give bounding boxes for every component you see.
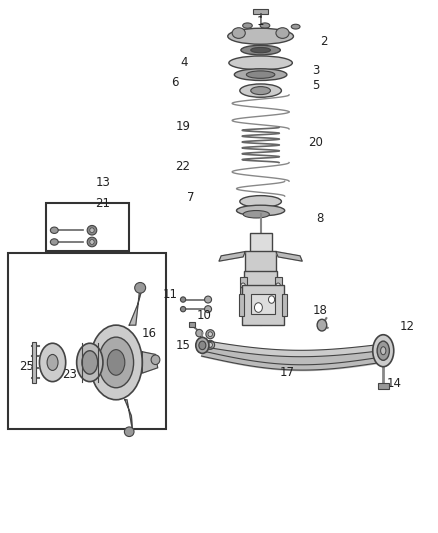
- Bar: [250, 233, 272, 252]
- Text: 7: 7: [187, 191, 194, 204]
- Text: 12: 12: [400, 320, 415, 333]
- Ellipse shape: [232, 28, 245, 38]
- Ellipse shape: [208, 332, 212, 337]
- Bar: [254, 298, 267, 316]
- Ellipse shape: [107, 350, 125, 375]
- Ellipse shape: [240, 196, 281, 207]
- Ellipse shape: [77, 343, 103, 382]
- Bar: [189, 322, 195, 327]
- Ellipse shape: [39, 343, 66, 382]
- Polygon shape: [276, 252, 302, 261]
- Ellipse shape: [82, 351, 98, 374]
- Bar: [32, 342, 36, 383]
- Bar: [275, 277, 282, 294]
- Ellipse shape: [251, 86, 271, 95]
- Ellipse shape: [276, 283, 280, 288]
- Text: 16: 16: [141, 327, 156, 340]
- Ellipse shape: [291, 25, 300, 29]
- Ellipse shape: [99, 337, 134, 388]
- Ellipse shape: [208, 342, 212, 348]
- Bar: [378, 383, 389, 389]
- Ellipse shape: [50, 227, 58, 233]
- Text: 10: 10: [196, 309, 211, 322]
- Text: 17: 17: [279, 366, 294, 378]
- Bar: [239, 294, 244, 316]
- Polygon shape: [129, 285, 142, 325]
- Bar: [282, 294, 287, 316]
- Ellipse shape: [180, 306, 186, 312]
- Ellipse shape: [254, 303, 262, 312]
- Text: 20: 20: [308, 136, 323, 149]
- Text: 14: 14: [387, 377, 402, 390]
- Ellipse shape: [50, 239, 58, 245]
- Text: 2: 2: [320, 35, 328, 48]
- Text: 19: 19: [176, 120, 191, 133]
- Ellipse shape: [205, 296, 212, 303]
- Ellipse shape: [124, 427, 134, 437]
- Ellipse shape: [196, 329, 203, 337]
- Ellipse shape: [151, 355, 160, 365]
- Ellipse shape: [377, 341, 389, 360]
- Bar: [242, 285, 284, 325]
- Ellipse shape: [241, 45, 280, 55]
- Polygon shape: [125, 400, 133, 432]
- Ellipse shape: [205, 306, 212, 312]
- Ellipse shape: [276, 28, 289, 38]
- Ellipse shape: [229, 56, 293, 70]
- Ellipse shape: [135, 282, 145, 293]
- Ellipse shape: [251, 47, 271, 53]
- Ellipse shape: [381, 346, 386, 355]
- Text: 6: 6: [171, 76, 179, 89]
- Ellipse shape: [260, 23, 270, 28]
- Ellipse shape: [47, 354, 58, 370]
- Bar: [240, 277, 247, 294]
- Ellipse shape: [373, 335, 394, 367]
- Bar: [245, 251, 276, 272]
- Ellipse shape: [199, 341, 206, 350]
- Ellipse shape: [206, 329, 215, 339]
- Ellipse shape: [243, 23, 252, 28]
- Text: 24: 24: [82, 348, 97, 361]
- Text: 15: 15: [176, 339, 191, 352]
- Bar: [253, 9, 268, 14]
- Ellipse shape: [268, 296, 275, 303]
- Ellipse shape: [87, 237, 97, 247]
- Text: 8: 8: [316, 212, 323, 225]
- Text: 13: 13: [95, 176, 110, 189]
- Text: 23: 23: [62, 368, 77, 381]
- Bar: [251, 294, 275, 314]
- Bar: [8, 253, 166, 429]
- Text: 5: 5: [312, 79, 319, 92]
- Ellipse shape: [196, 337, 209, 353]
- Ellipse shape: [87, 225, 97, 235]
- Text: 25: 25: [19, 360, 34, 373]
- Ellipse shape: [90, 239, 94, 244]
- Text: 18: 18: [312, 304, 327, 317]
- Ellipse shape: [237, 205, 285, 216]
- Text: 22: 22: [176, 160, 191, 173]
- Text: 21: 21: [95, 197, 110, 210]
- Ellipse shape: [90, 325, 142, 400]
- Text: 4: 4: [180, 56, 188, 69]
- Bar: [244, 271, 277, 298]
- Bar: [46, 203, 129, 251]
- Polygon shape: [142, 352, 158, 373]
- Text: 11: 11: [162, 288, 177, 301]
- Ellipse shape: [246, 71, 275, 78]
- Text: 3: 3: [312, 64, 319, 77]
- Ellipse shape: [243, 211, 269, 218]
- Ellipse shape: [228, 28, 293, 44]
- Ellipse shape: [206, 341, 215, 350]
- Ellipse shape: [240, 84, 281, 98]
- Ellipse shape: [234, 69, 287, 80]
- Ellipse shape: [241, 283, 245, 288]
- Ellipse shape: [90, 228, 94, 233]
- Ellipse shape: [180, 297, 186, 302]
- Ellipse shape: [317, 319, 327, 331]
- Text: 1: 1: [257, 15, 265, 28]
- Polygon shape: [219, 252, 245, 261]
